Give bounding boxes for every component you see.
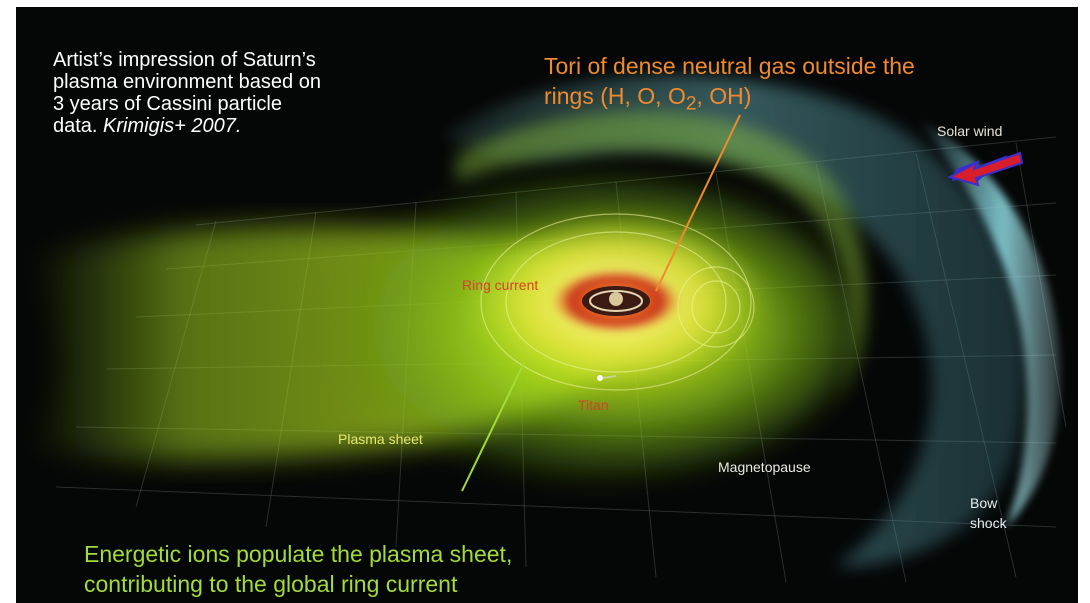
ring-current-torus (552, 269, 680, 333)
ring-current-label: Ring current (462, 277, 539, 293)
ions-annotation: Energetic ions populate the plasma sheet… (84, 539, 512, 599)
bow-shock-line: shock (970, 515, 1007, 531)
ions-pointer-line (461, 362, 525, 492)
solar-wind-arrow (947, 151, 1024, 187)
saturn-plasma-illustration (26, 75, 1067, 583)
tori-line: Tori of dense neutral gas outside the (544, 53, 915, 79)
image-frame: Artist’s impression of Saturn’s plasma e… (16, 7, 1078, 603)
titan-moon (597, 375, 617, 381)
caption-text: Artist’s impression of Saturn’s plasma e… (53, 49, 321, 137)
bow-shock-line: Bow (970, 495, 998, 511)
titan-label: Titan (578, 397, 609, 413)
caption-line: data. Krimigis+ 2007. (53, 115, 321, 137)
ions-line: Energetic ions populate the plasma sheet… (84, 541, 513, 567)
caption-line: 3 years of Cassini particle (53, 93, 282, 115)
tori-text: , OH) (696, 83, 752, 109)
tori-pointer-line (655, 114, 741, 292)
tori-text: rings (H, O, O (544, 83, 686, 109)
bow-shock (916, 117, 1061, 527)
caption-plain: data. (53, 115, 104, 137)
magnetosheath (446, 75, 1026, 567)
caption-line: plasma environment based on (53, 71, 321, 93)
field-loops (480, 213, 755, 391)
ions-line: contributing to the global ring current (84, 571, 458, 597)
tori-subscript: 2 (685, 93, 697, 115)
tori-line: rings (H, O, O2, OH) (544, 81, 915, 120)
tori-annotation: Tori of dense neutral gas outside the ri… (544, 51, 915, 120)
outer-arc (456, 111, 866, 407)
plasma-sheet-label: Plasma sheet (338, 431, 423, 447)
bow-shock-label: Bow shock (970, 493, 1007, 533)
caption-citation: Krimigis+ 2007. (103, 115, 242, 137)
caption-line: Artist’s impression of Saturn’s (53, 49, 316, 71)
solar-wind-label: Solar wind (937, 123, 1003, 139)
magnetopause-label: Magnetopause (718, 459, 811, 475)
